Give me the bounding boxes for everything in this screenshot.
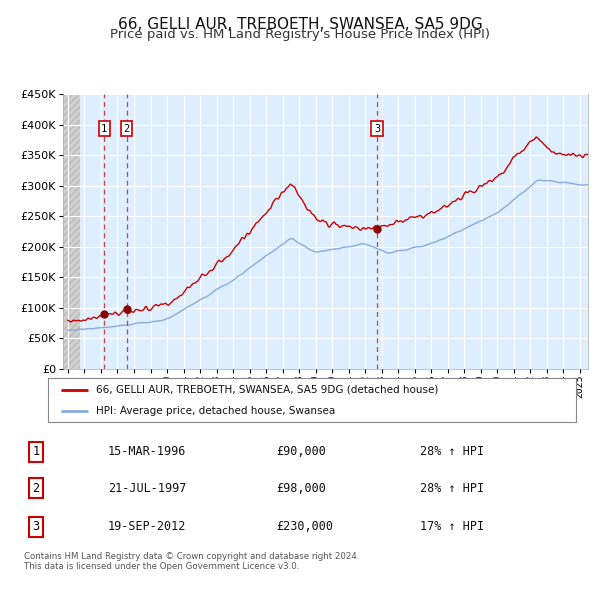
Text: £98,000: £98,000 <box>276 481 326 495</box>
Text: HPI: Average price, detached house, Swansea: HPI: Average price, detached house, Swan… <box>95 406 335 416</box>
Text: 3: 3 <box>32 520 40 533</box>
Text: 66, GELLI AUR, TREBOETH, SWANSEA, SA5 9DG: 66, GELLI AUR, TREBOETH, SWANSEA, SA5 9D… <box>118 17 482 31</box>
Bar <box>63 94 80 369</box>
Text: 21-JUL-1997: 21-JUL-1997 <box>108 481 187 495</box>
Text: 66, GELLI AUR, TREBOETH, SWANSEA, SA5 9DG (detached house): 66, GELLI AUR, TREBOETH, SWANSEA, SA5 9D… <box>95 385 438 395</box>
Text: £90,000: £90,000 <box>276 445 326 458</box>
Text: 3: 3 <box>374 124 380 134</box>
Text: 15-MAR-1996: 15-MAR-1996 <box>108 445 187 458</box>
Text: 28% ↑ HPI: 28% ↑ HPI <box>420 481 484 495</box>
Text: 1: 1 <box>101 124 107 134</box>
Text: 17% ↑ HPI: 17% ↑ HPI <box>420 520 484 533</box>
Text: 19-SEP-2012: 19-SEP-2012 <box>108 520 187 533</box>
Text: 28% ↑ HPI: 28% ↑ HPI <box>420 445 484 458</box>
Text: Price paid vs. HM Land Registry's House Price Index (HPI): Price paid vs. HM Land Registry's House … <box>110 28 490 41</box>
Text: 1: 1 <box>32 445 40 458</box>
Text: 2: 2 <box>124 124 130 134</box>
Text: Contains HM Land Registry data © Crown copyright and database right 2024.
This d: Contains HM Land Registry data © Crown c… <box>24 552 359 571</box>
Text: 2: 2 <box>32 481 40 495</box>
Text: £230,000: £230,000 <box>276 520 333 533</box>
